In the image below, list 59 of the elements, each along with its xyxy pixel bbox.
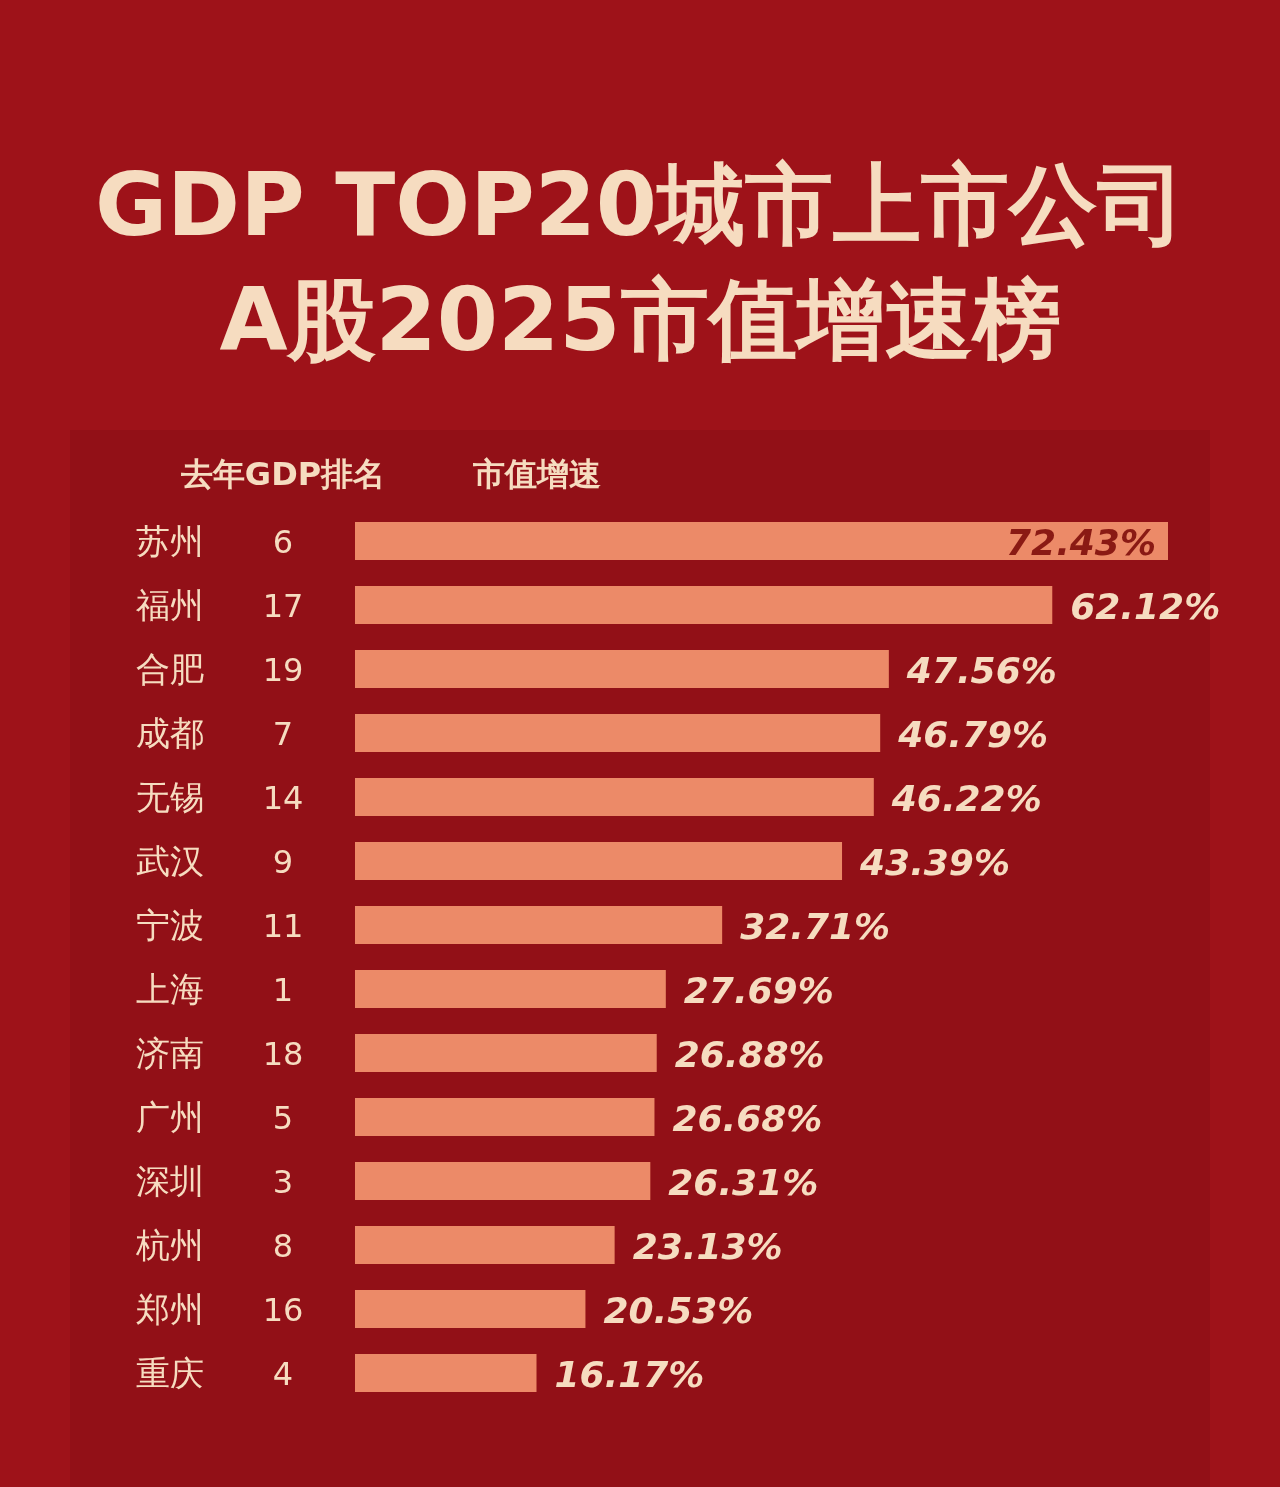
y2-tick-label: 6 [272, 523, 294, 561]
y2-tick-label: 18 [262, 1035, 304, 1073]
y2-tick-label: 11 [262, 907, 304, 945]
y-tick-label: 成都 [136, 713, 204, 753]
y2-tick-label: 7 [272, 715, 294, 753]
y-tick-label: 福州 [136, 585, 204, 625]
y-axis-title: 去年GDP排名 [179, 455, 386, 493]
bar [355, 1226, 615, 1264]
y-tick-label: 合肥 [136, 649, 204, 689]
data-label: 47.56% [905, 650, 1057, 691]
x-axis-title: 市值增速 [472, 455, 601, 493]
y-tick-label: 杭州 [135, 1225, 204, 1265]
y2-tick-label: 19 [262, 651, 304, 689]
bar [355, 650, 889, 688]
bar [355, 522, 1168, 560]
data-label: 26.88% [674, 1034, 825, 1075]
bar [355, 714, 881, 752]
bar [355, 1290, 586, 1328]
y-tick-label: 郑州 [136, 1289, 204, 1329]
bar [355, 1034, 657, 1072]
chart-title: GDP TOP20城市上市公司 A股2025市值增速榜 [94, 153, 1186, 371]
y-tick-label: 宁波 [136, 905, 204, 945]
y-tick-label: 无锡 [136, 777, 204, 817]
bar [355, 906, 723, 944]
data-label: 26.68% [672, 1098, 823, 1139]
data-label: 72.43% [1006, 522, 1156, 563]
y-tick-label: 武汉 [136, 841, 204, 881]
y2-tick-label: 8 [272, 1227, 294, 1265]
data-label: 46.22% [890, 778, 1042, 819]
y-tick-label: 苏州 [136, 521, 204, 561]
data-label: 32.71% [740, 906, 891, 947]
y2-tick-label: 1 [272, 971, 294, 1009]
data-label: 16.17% [554, 1354, 705, 1395]
y-tick-label: 上海 [136, 969, 204, 1009]
y2-tick-label: 3 [272, 1163, 294, 1201]
data-label: 62.12% [1070, 586, 1221, 627]
y2-tick-label: 5 [272, 1099, 294, 1137]
data-label: 26.31% [668, 1162, 819, 1203]
y2-tick-label: 4 [272, 1355, 294, 1393]
data-label: 23.13% [632, 1226, 783, 1267]
bar [355, 586, 1053, 624]
y2-tick-label: 17 [262, 587, 304, 625]
data-label: 46.79% [897, 714, 1049, 755]
y2-tick-label: 16 [262, 1291, 304, 1329]
bar [355, 842, 843, 880]
y-tick-label: 广州 [136, 1097, 204, 1137]
y-tick-label: 济南 [136, 1033, 204, 1073]
y2-tick-label: 14 [262, 779, 304, 817]
y-tick-label: 深圳 [136, 1161, 204, 1201]
bar [355, 970, 666, 1008]
y2-tick-label: 9 [272, 843, 294, 881]
bar [355, 778, 874, 816]
data-label: 20.53% [603, 1290, 754, 1331]
data-label: 43.39% [859, 842, 1010, 883]
data-label: 27.69% [683, 970, 834, 1011]
bar [355, 1162, 651, 1200]
y-tick-label: 重庆 [136, 1353, 204, 1393]
bar [355, 1354, 537, 1392]
bar [355, 1098, 655, 1136]
